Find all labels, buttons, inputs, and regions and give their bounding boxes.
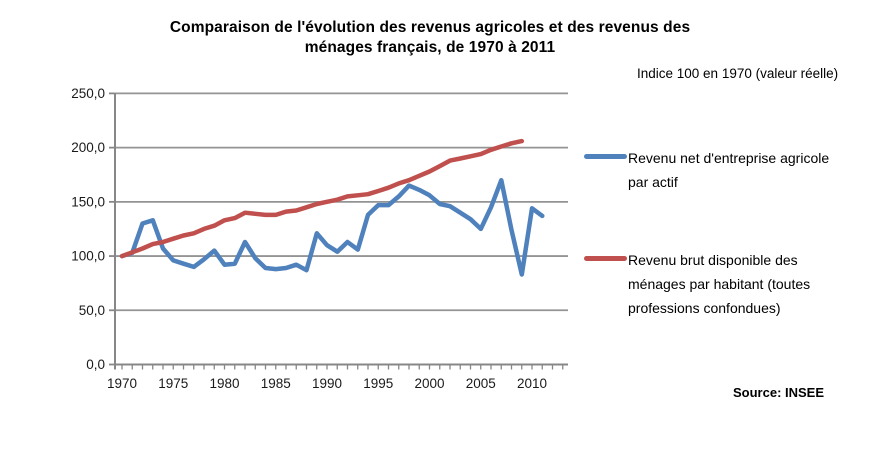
- svg-text:0,0: 0,0: [86, 357, 105, 372]
- legend-item-agricole: Revenu net d'entreprise agricole par act…: [584, 146, 830, 194]
- svg-text:250,0: 250,0: [71, 86, 105, 101]
- source-note: Source: INSEE: [733, 385, 825, 400]
- legend-label-menages: Revenu brut disponible des ménages par h…: [628, 252, 811, 316]
- svg-text:2000: 2000: [414, 376, 444, 391]
- chart-title-line2: ménages français, de 1970 à 2011: [304, 39, 556, 56]
- chart-title-line1: Comparaison de l'évolution des revenus a…: [169, 19, 691, 36]
- svg-text:100,0: 100,0: [71, 249, 105, 264]
- svg-text:2005: 2005: [466, 376, 496, 391]
- svg-text:1970: 1970: [107, 376, 137, 391]
- legend-label-agricole: Revenu net d'entreprise agricole par act…: [628, 150, 830, 190]
- chart-title: Comparaison de l'évolution des revenus a…: [70, 18, 790, 58]
- svg-text:150,0: 150,0: [71, 194, 105, 209]
- svg-text:50,0: 50,0: [79, 303, 105, 318]
- svg-text:200,0: 200,0: [71, 140, 105, 155]
- svg-text:1990: 1990: [312, 376, 342, 391]
- blue-line-swatch: [584, 154, 627, 159]
- svg-text:1980: 1980: [209, 376, 239, 391]
- svg-text:1995: 1995: [363, 376, 393, 391]
- red-line-swatch: [584, 256, 627, 261]
- index-base-note: Indice 100 en 1970 (valeur réelle): [637, 66, 839, 81]
- svg-text:2010: 2010: [517, 376, 547, 391]
- svg-text:1985: 1985: [261, 376, 291, 391]
- legend-item-menages: Revenu brut disponible des ménages par h…: [584, 248, 830, 320]
- svg-text:1975: 1975: [158, 376, 188, 391]
